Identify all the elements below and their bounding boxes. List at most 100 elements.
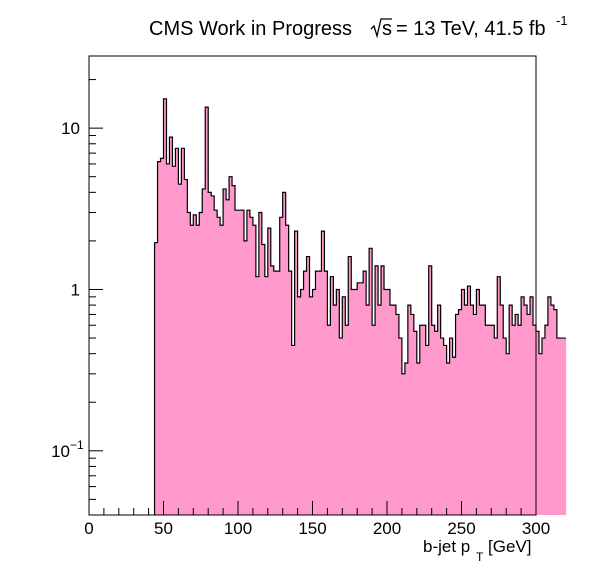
histogram-bin: [276, 271, 281, 515]
histogram-bin: [229, 176, 233, 515]
title-energy: = 13 TeV, 41.5 fb: [396, 18, 546, 40]
histogram-bin: [458, 309, 462, 515]
histogram-bin: [562, 338, 567, 515]
histogram-bin: [264, 276, 269, 515]
histogram-bin: [547, 296, 552, 515]
histogram-bin: [297, 296, 301, 515]
histogram-bin: [509, 305, 513, 515]
histogram-bin: [232, 185, 236, 515]
histogram-bin: [169, 137, 173, 515]
histogram-outline: [153, 98, 566, 515]
histogram-bin: [178, 184, 182, 515]
histogram-bin: [428, 265, 433, 515]
x-axis-label: b-jet p T [GeV]: [423, 537, 531, 564]
histogram-bin: [357, 282, 361, 515]
histogram-bin: [503, 338, 507, 515]
histogram-bin: [291, 345, 296, 515]
histogram-bin: [351, 289, 355, 515]
histogram-bin: [303, 271, 307, 515]
histogram-bin: [238, 210, 242, 515]
title-lumi-exponent: -1: [556, 13, 568, 28]
histogram-bin: [550, 305, 555, 515]
histogram-bin: [541, 338, 546, 515]
histogram-bin: [273, 271, 278, 515]
x-axis-ticks: 0 50 100 150 200 250 300: [84, 501, 550, 538]
histogram-bin: [416, 363, 421, 515]
histogram-bin: [455, 314, 459, 515]
histogram-bin: [208, 192, 212, 515]
histogram-bin: [449, 338, 453, 515]
histogram-bin: [479, 305, 483, 515]
y-tick-label-exponent: −1: [70, 438, 84, 452]
histogram-bin: [404, 363, 409, 515]
histogram-bin: [452, 357, 456, 515]
x-tick-label: 100: [224, 519, 252, 538]
histogram-bin: [440, 338, 445, 515]
histogram-bin: [199, 212, 203, 515]
histogram-bin: [395, 314, 400, 515]
x-tick-label: 250: [447, 519, 475, 538]
histogram-bin: [556, 338, 561, 515]
histogram-bin: [512, 325, 516, 515]
histogram-bin: [485, 325, 489, 515]
histogram-bin: [249, 217, 254, 515]
histogram-bin: [410, 314, 415, 515]
histogram-bin: [300, 289, 304, 515]
histogram-bin: [524, 305, 528, 515]
histogram-bin: [246, 210, 251, 515]
histogram-bin: [214, 210, 218, 515]
histogram-bin: [437, 305, 442, 515]
histogram-bin: [413, 331, 418, 515]
histogram-bin: [258, 212, 263, 515]
histogram-bin: [339, 338, 343, 515]
histogram-bin: [163, 98, 167, 516]
histogram-bin: [538, 353, 543, 515]
histogram-bin: [345, 325, 349, 515]
histogram-bin: [190, 225, 194, 515]
histogram-bin: [267, 228, 272, 515]
histogram-bin: [172, 166, 176, 515]
histogram-bin: [160, 158, 164, 515]
title-sqrt-s: s: [382, 18, 392, 40]
histogram-bin: [318, 271, 322, 515]
histogram-bin: [521, 296, 525, 515]
histogram-bin: [235, 210, 239, 515]
histogram-bin: [363, 271, 367, 515]
histogram-bin: [434, 331, 439, 515]
histogram-bin: [252, 225, 257, 515]
histogram-bin: [154, 242, 158, 515]
histogram-bin: [306, 256, 310, 515]
histogram-bin: [527, 314, 531, 515]
sqrt-symbol: [370, 18, 392, 39]
histogram-bin: [327, 325, 331, 515]
chart-title: CMS Work in Progress s = 13 TeV, 41.5 fb…: [149, 13, 568, 40]
histogram-bin: [392, 305, 397, 515]
histogram-bin: [226, 199, 230, 515]
histogram-bin: [348, 256, 352, 515]
xlabel-unit: [GeV]: [488, 537, 531, 556]
histogram-bin: [279, 217, 284, 515]
histogram-bin: [336, 289, 340, 515]
histogram-bin: [321, 231, 325, 516]
histogram-bin: [312, 289, 316, 515]
histogram-bin: [384, 289, 388, 515]
title-main: CMS Work in Progress: [149, 18, 352, 40]
histogram-bin: [515, 314, 519, 515]
xlabel-main: b-jet p: [423, 537, 470, 556]
histogram-bin: [223, 188, 227, 516]
histogram-bin: [342, 296, 346, 515]
y-tick-label: 10: [51, 442, 70, 461]
histogram-bin: [261, 244, 266, 515]
histogram-bin: [506, 353, 510, 515]
histogram-bin: [473, 314, 477, 515]
histogram-bin: [419, 325, 424, 515]
histogram-bin: [536, 331, 540, 515]
histogram-bin: [354, 289, 358, 515]
histogram-bin: [482, 305, 486, 515]
histogram-bin: [202, 188, 206, 516]
histogram-bin: [240, 210, 245, 515]
histogram-bin: [375, 265, 379, 515]
histogram-bin: [294, 231, 298, 516]
histogram-bin: [467, 286, 471, 515]
histogram-bin: [211, 195, 215, 515]
